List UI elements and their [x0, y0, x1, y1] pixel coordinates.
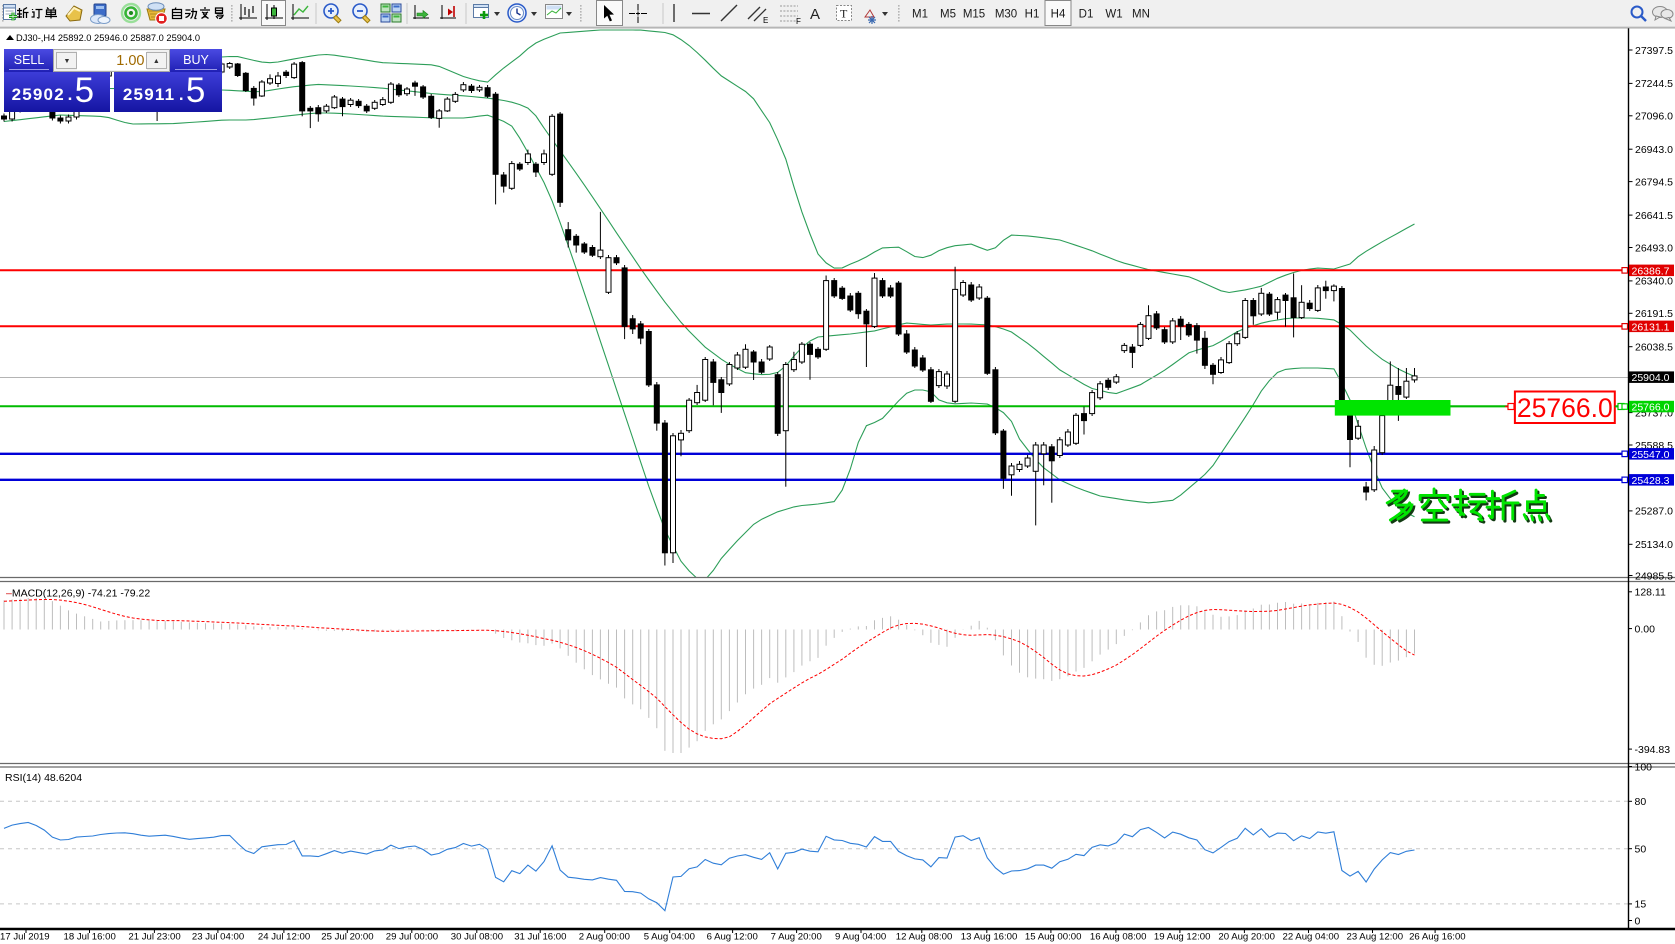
svg-text:128.11: 128.11 [1635, 587, 1666, 599]
svg-text:E: E [763, 16, 768, 25]
svg-text:26340.0: 26340.0 [1635, 276, 1673, 288]
svg-text:9 Aug 04:00: 9 Aug 04:00 [835, 932, 886, 943]
svg-text:23 Jul 04:00: 23 Jul 04:00 [192, 932, 244, 943]
svg-text:D1: D1 [1079, 9, 1094, 21]
svg-text:25134.0: 25134.0 [1635, 539, 1673, 551]
svg-text:F: F [796, 17, 801, 26]
svg-text:24 Jul 12:00: 24 Jul 12:00 [258, 932, 310, 943]
svg-text:26386.7: 26386.7 [1632, 265, 1670, 277]
svg-text:27397.5: 27397.5 [1635, 45, 1673, 57]
svg-text:15: 15 [1635, 899, 1647, 911]
svg-text:15 Aug 00:00: 15 Aug 00:00 [1025, 932, 1082, 943]
svg-text:31 Jul 16:00: 31 Jul 16:00 [514, 932, 566, 943]
svg-text:DJ30-,H4 25892.0 25946.0 25887: DJ30-,H4 25892.0 25946.0 25887.0 25904.0 [16, 33, 200, 43]
svg-text:16 Aug 08:00: 16 Aug 08:00 [1090, 932, 1147, 943]
svg-text:–MACD(12,26,9) -74.21 -79.22: –MACD(12,26,9) -74.21 -79.22 [6, 588, 150, 600]
svg-text:-394.83: -394.83 [1635, 744, 1671, 756]
svg-text:18 Jul 16:00: 18 Jul 16:00 [64, 932, 116, 943]
svg-text:23 Aug 12:00: 23 Aug 12:00 [1347, 932, 1404, 943]
svg-text:25904.0: 25904.0 [1632, 372, 1670, 384]
svg-text:27096.0: 27096.0 [1635, 111, 1673, 123]
svg-text:2 Aug 00:00: 2 Aug 00:00 [579, 932, 630, 943]
svg-text:80: 80 [1635, 796, 1647, 808]
svg-text:6 Aug 12:00: 6 Aug 12:00 [707, 932, 758, 943]
svg-text:20 Aug 20:00: 20 Aug 20:00 [1218, 932, 1275, 943]
svg-text:22 Aug 04:00: 22 Aug 04:00 [1283, 932, 1340, 943]
svg-text:12 Aug 08:00: 12 Aug 08:00 [896, 932, 953, 943]
svg-text:13 Aug 16:00: 13 Aug 16:00 [961, 932, 1018, 943]
svg-text:0: 0 [1635, 915, 1641, 927]
svg-text:26191.5: 26191.5 [1635, 308, 1673, 320]
svg-text:25428.3: 25428.3 [1632, 475, 1670, 487]
svg-text:27244.5: 27244.5 [1635, 78, 1673, 90]
svg-text:26038.5: 26038.5 [1635, 342, 1673, 354]
svg-text:26641.5: 26641.5 [1635, 210, 1673, 222]
svg-text:M1: M1 [912, 9, 928, 21]
svg-text:RSI(14) 48.6204: RSI(14) 48.6204 [5, 772, 82, 784]
svg-text:26493.0: 26493.0 [1635, 242, 1673, 254]
svg-text:30 Jul 08:00: 30 Jul 08:00 [451, 932, 503, 943]
svg-text:5 Aug 04:00: 5 Aug 04:00 [644, 932, 695, 943]
svg-text:25766.0: 25766.0 [1632, 402, 1670, 414]
svg-text:25287.0: 25287.0 [1635, 506, 1673, 518]
svg-text:M15: M15 [963, 9, 985, 21]
svg-text:50: 50 [1635, 844, 1647, 856]
svg-text:17 Jul 2019: 17 Jul 2019 [0, 932, 50, 943]
svg-text:H4: H4 [1051, 9, 1066, 21]
svg-text:21 Jul 23:00: 21 Jul 23:00 [128, 932, 180, 943]
svg-text:26794.5: 26794.5 [1635, 176, 1673, 188]
svg-text:100: 100 [1635, 761, 1653, 773]
svg-text:24985.5: 24985.5 [1635, 570, 1673, 582]
svg-text:MN: MN [1132, 9, 1150, 21]
svg-text:26 Aug 16:00: 26 Aug 16:00 [1409, 932, 1466, 943]
svg-text:29 Jul 00:00: 29 Jul 00:00 [386, 932, 438, 943]
svg-text:26131.1: 26131.1 [1632, 321, 1670, 333]
svg-text:26943.0: 26943.0 [1635, 144, 1673, 156]
svg-text:T: T [840, 7, 848, 21]
svg-text:19 Aug 12:00: 19 Aug 12:00 [1154, 932, 1211, 943]
svg-text:7 Aug 20:00: 7 Aug 20:00 [771, 932, 822, 943]
svg-text:A: A [810, 6, 820, 23]
svg-text:25 Jul 20:00: 25 Jul 20:00 [321, 932, 373, 943]
svg-text:25766.0: 25766.0 [1517, 393, 1613, 423]
svg-text:25547.0: 25547.0 [1632, 449, 1670, 461]
svg-text:M30: M30 [995, 9, 1017, 21]
svg-text:H1: H1 [1025, 9, 1040, 21]
svg-text:M5: M5 [940, 9, 956, 21]
svg-text:0.00: 0.00 [1635, 623, 1656, 635]
svg-text:W1: W1 [1105, 9, 1122, 21]
